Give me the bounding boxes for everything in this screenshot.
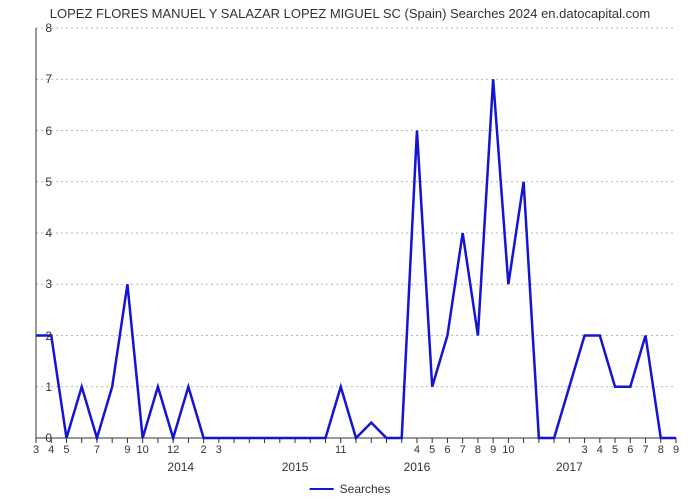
- x-tick-label: 6: [627, 444, 633, 456]
- y-tick-label: 7: [32, 72, 52, 86]
- x-tick-label: 2: [201, 444, 207, 456]
- x-tick-label: 3: [216, 444, 222, 456]
- chart-container: LOPEZ FLORES MANUEL Y SALAZAR LOPEZ MIGU…: [0, 0, 700, 500]
- plot-area: [36, 28, 676, 438]
- x-tick-label: 9: [673, 444, 679, 456]
- x-tick-label: 5: [429, 444, 435, 456]
- x-tick-label: 9: [124, 444, 130, 456]
- chart-title: LOPEZ FLORES MANUEL Y SALAZAR LOPEZ MIGU…: [0, 6, 700, 21]
- x-tick-label: 11: [335, 444, 346, 456]
- series-line: [36, 79, 676, 438]
- x-tick-label: 9: [490, 444, 496, 456]
- chart-svg: [36, 28, 676, 438]
- x-tick-label: 8: [658, 444, 664, 456]
- y-tick-label: 0: [32, 431, 52, 445]
- year-label: 2017: [556, 460, 583, 474]
- y-tick-label: 1: [32, 380, 52, 394]
- legend-label: Searches: [340, 482, 391, 496]
- x-tick-label: 5: [612, 444, 618, 456]
- legend-swatch: [310, 488, 334, 490]
- x-tick-label: 7: [642, 444, 648, 456]
- y-tick-label: 8: [32, 21, 52, 35]
- legend: Searches: [310, 482, 391, 496]
- x-tick-label: 10: [502, 444, 514, 456]
- x-tick-label: 7: [460, 444, 466, 456]
- x-tick-label: 7: [94, 444, 100, 456]
- year-label: 2014: [167, 460, 194, 474]
- x-tick-label: 10: [137, 444, 149, 456]
- x-tick-label: 8: [475, 444, 481, 456]
- x-tick-label: 4: [414, 444, 420, 456]
- x-tick-label: 4: [597, 444, 603, 456]
- x-tick-label: 3: [582, 444, 588, 456]
- y-tick-label: 3: [32, 277, 52, 291]
- y-tick-label: 4: [32, 226, 52, 240]
- y-tick-label: 2: [32, 329, 52, 343]
- year-label: 2015: [282, 460, 309, 474]
- year-label: 2016: [404, 460, 431, 474]
- x-tick-label: 6: [444, 444, 450, 456]
- y-tick-label: 6: [32, 124, 52, 138]
- x-tick-label: 12: [167, 444, 179, 456]
- x-tick-label: 5: [63, 444, 69, 456]
- x-tick-label: 3: [33, 444, 39, 456]
- y-tick-label: 5: [32, 175, 52, 189]
- x-tick-label: 4: [48, 444, 54, 456]
